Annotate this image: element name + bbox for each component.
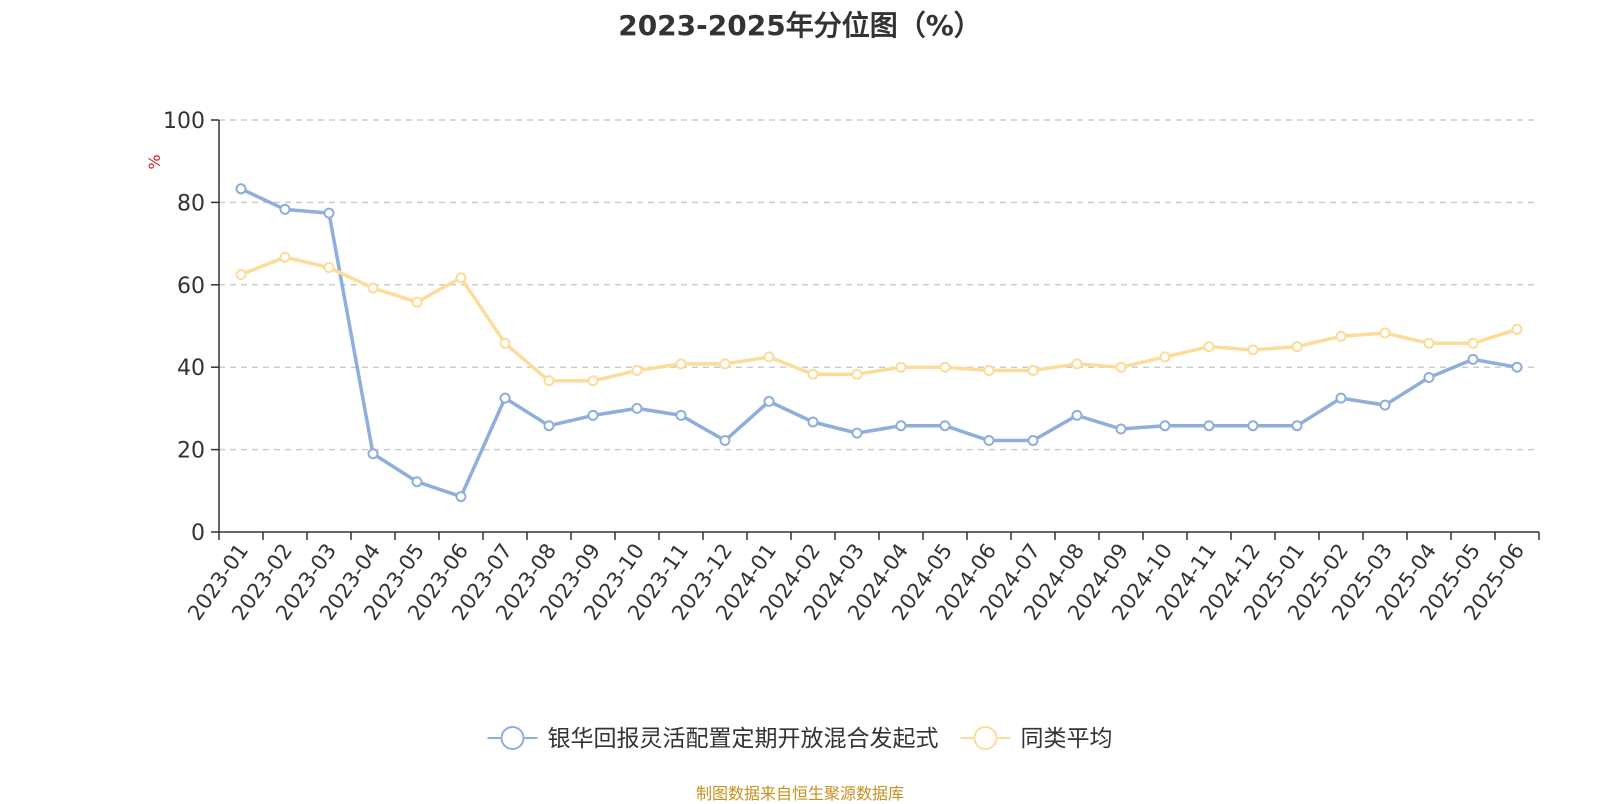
legend[interactable]: 银华回报灵活配置定期开放混合发起式 同类平均 [487, 726, 1113, 752]
data-point[interactable] [1203, 420, 1215, 432]
data-point[interactable] [1115, 361, 1127, 373]
data-point[interactable] [1027, 364, 1039, 376]
y-tick-label: 80 [177, 191, 205, 216]
data-point[interactable] [455, 272, 467, 284]
data-point[interactable] [1115, 423, 1127, 435]
data-point[interactable] [1159, 351, 1171, 363]
data-point[interactable] [631, 364, 643, 376]
data-point[interactable] [587, 375, 599, 387]
grid-lines [219, 119, 1539, 451]
data-point[interactable] [235, 183, 247, 195]
y-axis-unit-label: % [145, 154, 164, 169]
data-point[interactable] [763, 395, 775, 407]
data-point[interactable] [1247, 344, 1259, 356]
data-point[interactable] [895, 361, 907, 373]
data-point[interactable] [807, 416, 819, 428]
data-point[interactable] [411, 476, 423, 488]
data-point[interactable] [1291, 341, 1303, 353]
data-point[interactable] [499, 337, 511, 349]
y-tick-label: 40 [177, 356, 205, 381]
data-point[interactable] [1159, 420, 1171, 432]
data-point[interactable] [1467, 353, 1479, 365]
y-tick-label: 0 [191, 521, 205, 546]
legend-label: 银华回报灵活配置定期开放混合发起式 [548, 726, 939, 752]
legend-item-1[interactable]: 银华回报灵活配置定期开放混合发起式 [487, 726, 939, 752]
data-point[interactable] [1423, 337, 1435, 349]
y-tick-label: 60 [177, 274, 205, 299]
data-point[interactable] [587, 409, 599, 421]
data-point[interactable] [1247, 420, 1259, 432]
legend-label: 同类平均 [1021, 726, 1113, 752]
data-point[interactable] [719, 358, 731, 370]
data-point[interactable] [851, 368, 863, 380]
data-point[interactable] [1467, 337, 1479, 349]
data-point[interactable] [939, 420, 951, 432]
series-group-2 [235, 251, 1523, 387]
data-point[interactable] [675, 358, 687, 370]
data-point[interactable] [675, 409, 687, 421]
data-point[interactable] [1071, 358, 1083, 370]
data-point[interactable] [1511, 323, 1523, 335]
data-point[interactable] [763, 351, 775, 363]
legend-circle-icon [500, 726, 525, 750]
series-line [240, 255, 1518, 383]
series-line [240, 187, 1518, 499]
series-lines [235, 183, 1523, 503]
data-point[interactable] [807, 368, 819, 380]
data-point[interactable] [1203, 341, 1215, 353]
data-point[interactable] [235, 269, 247, 280]
legend-circle-icon [973, 726, 998, 750]
data-point[interactable] [895, 420, 907, 432]
data-point[interactable] [543, 420, 555, 432]
data-point[interactable] [411, 296, 423, 308]
data-point[interactable] [367, 448, 379, 460]
data-point[interactable] [1379, 327, 1391, 339]
data-source-note: 制图数据来自恒生聚源数据库 [695, 784, 904, 803]
data-point[interactable] [499, 392, 511, 404]
data-point[interactable] [367, 282, 379, 294]
y-tick-label: 100 [163, 109, 205, 134]
data-point[interactable] [543, 375, 555, 387]
data-point[interactable] [1027, 435, 1039, 447]
data-point[interactable] [851, 427, 863, 439]
data-point[interactable] [1511, 361, 1523, 373]
chart-title: 2023-2025年分位图（%） [618, 9, 982, 42]
data-point[interactable] [939, 361, 951, 373]
data-point[interactable] [1423, 372, 1435, 383]
data-point[interactable] [1291, 420, 1303, 432]
y-tick-label: 20 [177, 439, 205, 464]
series-group-1 [235, 183, 1523, 503]
data-point[interactable] [719, 435, 731, 447]
data-point[interactable] [323, 261, 335, 273]
data-point[interactable] [1335, 330, 1347, 342]
data-point[interactable] [631, 402, 643, 414]
data-point[interactable] [983, 435, 995, 447]
data-point[interactable] [1071, 409, 1083, 421]
data-point[interactable] [1335, 392, 1347, 404]
legend-item-2[interactable]: 同类平均 [960, 726, 1113, 752]
data-point[interactable] [323, 207, 335, 219]
data-point[interactable] [279, 203, 291, 215]
data-point[interactable] [279, 251, 291, 263]
data-point[interactable] [1379, 399, 1391, 411]
data-point[interactable] [983, 364, 995, 376]
data-point[interactable] [455, 491, 467, 503]
